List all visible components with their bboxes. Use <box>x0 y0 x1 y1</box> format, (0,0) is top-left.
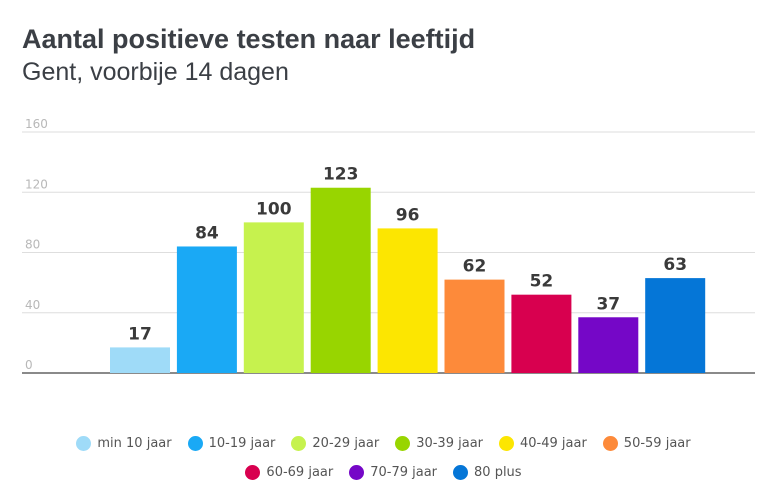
legend-swatch <box>245 465 261 480</box>
legend-label: 20-29 jaar <box>312 436 380 451</box>
legend-label: 70-79 jaar <box>370 465 438 480</box>
legend-item[interactable]: min 10 jaar <box>76 436 172 451</box>
legend-swatch <box>395 436 411 451</box>
legend-item[interactable]: 10-19 jaar <box>187 436 276 451</box>
legend-label: 60-69 jaar <box>266 465 334 480</box>
legend-label: 10-19 jaar <box>208 436 276 451</box>
bar-60-69-jaar[interactable] <box>511 294 572 373</box>
bar-chart: 0 40 80 120 160 17 84 100 123 96 62 52 37 63 <box>22 117 755 374</box>
legend-swatch <box>187 436 203 451</box>
bar-80-plus[interactable] <box>645 278 706 373</box>
legend-item[interactable]: 30-39 jaar <box>395 436 483 451</box>
y-tick-label: 80 <box>25 238 40 252</box>
data-label: 100 <box>256 199 292 219</box>
y-tick-label: 120 <box>25 177 48 191</box>
legend-label: 30-39 jaar <box>416 436 483 451</box>
legend-swatch <box>291 436 307 451</box>
legend-item[interactable]: 70-79 jaar <box>349 465 437 480</box>
legend-label: 80 plus <box>474 465 522 480</box>
bar-10-19-jaar[interactable] <box>176 246 237 373</box>
bar-70-79-jaar[interactable] <box>578 317 639 373</box>
y-tick-label: 0 <box>25 358 33 372</box>
data-label: 37 <box>596 294 620 314</box>
legend-label: min 10 jaar <box>97 436 172 451</box>
data-label: 52 <box>530 272 554 292</box>
chart-legend-row-2: 60-69 jaar 70-79 jaar 80 plus <box>0 465 767 480</box>
y-tick-label: 160 <box>25 117 48 131</box>
data-label: 63 <box>663 255 687 275</box>
legend-swatch <box>499 436 514 451</box>
data-label: 123 <box>323 165 359 185</box>
legend-item[interactable]: 50-59 jaar <box>602 436 691 451</box>
chart-subtitle: Gent, voorbije 14 dagen <box>22 58 289 86</box>
bar-50-59-jaar[interactable] <box>444 279 505 373</box>
y-tick-label: 40 <box>25 298 40 312</box>
legend-swatch <box>76 436 92 451</box>
legend-item[interactable]: 60-69 jaar <box>245 465 333 480</box>
data-label: 96 <box>396 205 420 225</box>
chart-legend: min 10 jaar 10-19 jaar 20-29 jaar 30-39 jaa… <box>0 436 767 451</box>
legend-item[interactable]: 80 plus <box>453 465 522 480</box>
data-label: 84 <box>195 223 219 243</box>
legend-label: 40-49 jaar <box>520 436 587 451</box>
bar-30-39-jaar[interactable] <box>310 187 371 373</box>
data-label: 17 <box>128 324 152 344</box>
legend-swatch <box>453 465 469 480</box>
chart-title: Aantal positieve testen naar leeftijd <box>22 24 476 54</box>
legend-swatch <box>602 436 618 451</box>
legend-label: 50-59 jaar <box>623 436 691 451</box>
data-label: 62 <box>463 257 487 277</box>
bar-40-49-jaar[interactable] <box>377 228 438 373</box>
legend-item[interactable]: 20-29 jaar <box>291 436 379 451</box>
bar-min-10-jaar[interactable] <box>110 347 170 373</box>
legend-swatch <box>349 465 365 480</box>
bar-20-29-jaar[interactable] <box>243 222 304 373</box>
legend-item[interactable]: 40-49 jaar <box>499 436 587 451</box>
